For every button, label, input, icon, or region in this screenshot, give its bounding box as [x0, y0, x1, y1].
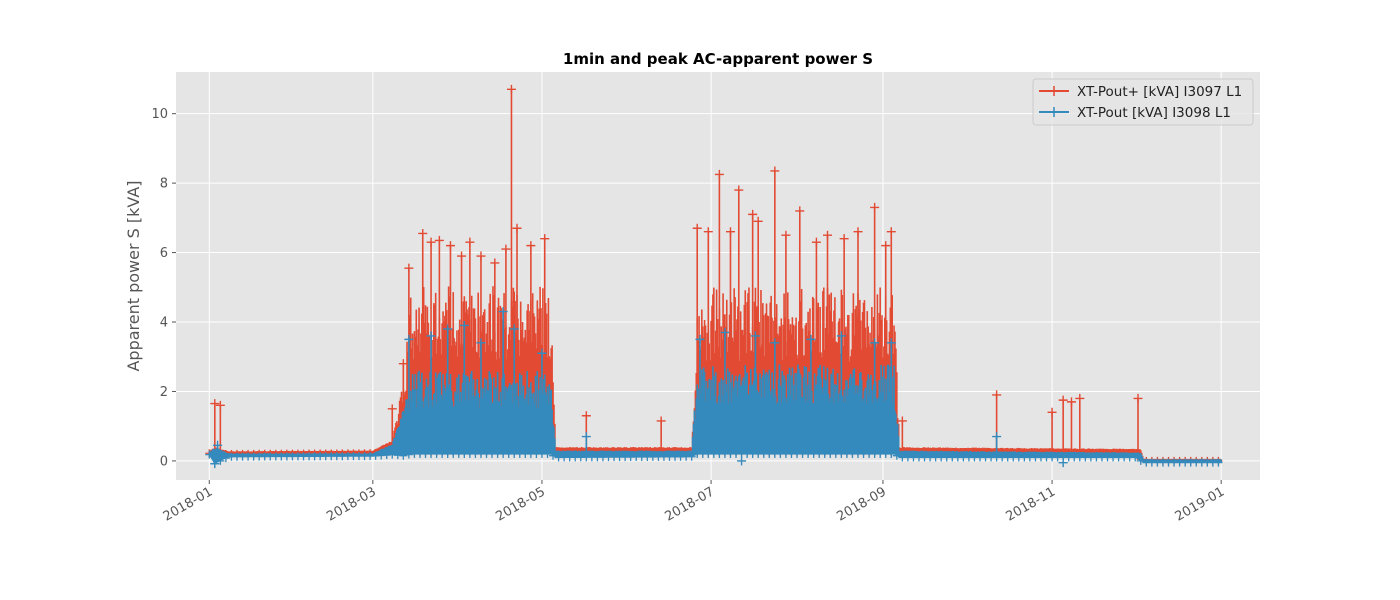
peak-marker: [870, 202, 880, 212]
y-axis-ticks: 0 2 4 6 8 10: [151, 107, 176, 469]
peak-marker: [418, 228, 428, 238]
peak-marker: [526, 241, 536, 251]
peak-marker: [806, 334, 816, 344]
peak-marker: [537, 348, 547, 358]
legend-marker-1: [1049, 86, 1059, 96]
y-tick-label: 2: [160, 385, 168, 400]
peak-marker: [750, 331, 760, 341]
peak-marker: [1066, 397, 1076, 407]
x-tick-label: 2018-11: [1004, 484, 1059, 524]
peak-marker: [734, 185, 744, 195]
peak-marker: [498, 307, 508, 317]
peak-marker: [753, 216, 763, 226]
peak-marker: [992, 432, 1002, 442]
peak-marker: [509, 324, 519, 334]
x-tick-label: 2018-03: [324, 484, 379, 524]
peak-marker: [1133, 393, 1143, 403]
peak-marker: [512, 223, 522, 233]
y-tick-label: 8: [160, 177, 168, 192]
peak-marker: [398, 359, 408, 369]
peak-marker: [748, 209, 758, 219]
peak-marker: [476, 251, 486, 261]
peak-marker: [692, 223, 702, 233]
peak-marker: [725, 227, 735, 237]
peak-marker: [581, 432, 591, 442]
series-2: [205, 307, 1223, 469]
y-tick-label: 10: [151, 107, 168, 122]
peak-marker: [387, 404, 397, 414]
peak-marker: [426, 237, 436, 247]
y-tick-label: 0: [160, 454, 168, 469]
x-tick-label: 2018-07: [663, 484, 718, 524]
legend: XT-Pout+ [kVA] I3097 L1 XT-Pout [kVA] I3…: [1032, 78, 1254, 126]
legend-box: [1032, 78, 1254, 126]
peak-marker: [1047, 407, 1057, 417]
peak-marker: [457, 251, 467, 261]
x-tick-label: 2018-01: [161, 484, 216, 524]
peak-marker: [426, 331, 436, 341]
peak-marker: [714, 169, 724, 179]
peak-marker: [476, 338, 486, 348]
peak-marker: [839, 234, 849, 244]
peak-marker: [215, 400, 225, 410]
peak-marker: [720, 327, 730, 337]
peak-marker: [434, 235, 444, 245]
peak-marker: [823, 230, 833, 240]
legend-label-2: XT-Pout [kVA] I3098 L1: [1077, 105, 1231, 121]
legend-entry-1: XT-Pout+ [kVA] I3097 L1: [1039, 84, 1242, 100]
peak-marker: [506, 84, 516, 94]
peak-marker: [656, 416, 666, 426]
x-tick-label: 2018-05: [493, 484, 548, 524]
peak-marker: [770, 166, 780, 176]
peak-marker: [897, 416, 907, 426]
peak-marker: [540, 234, 550, 244]
peak-marker: [795, 206, 805, 216]
peak-marker: [703, 227, 713, 237]
x-tick-label: 2018-09: [834, 484, 889, 524]
y-tick-label: 6: [160, 246, 168, 261]
y-tick-label: 4: [160, 316, 168, 331]
peak-marker: [210, 399, 220, 409]
peak-marker: [443, 324, 453, 334]
peak-marker: [490, 258, 500, 268]
peak-marker: [459, 320, 469, 330]
peak-marker: [1075, 393, 1085, 403]
peak-marker: [581, 411, 591, 421]
legend-entry-2: XT-Pout [kVA] I3098 L1: [1039, 105, 1231, 121]
peak-marker: [770, 338, 780, 348]
chart-title: 1min and peak AC-apparent power S: [563, 50, 873, 68]
peak-marker: [811, 237, 821, 247]
peak-marker: [836, 331, 846, 341]
peak-marker: [1058, 395, 1068, 405]
peak-marker: [213, 440, 223, 450]
peak-marker: [886, 338, 896, 348]
peak-marker: [992, 390, 1002, 400]
series-layer: [205, 84, 1223, 469]
peak-marker: [853, 227, 863, 237]
x-tick-label: 2019-01: [1173, 484, 1228, 524]
peak-marker: [501, 244, 511, 254]
x-axis-ticks: 2018-01 2018-03 2018-05 2018-07 2018-09 2018-…: [161, 480, 1227, 525]
peak-marker: [870, 338, 880, 348]
legend-marker-2: [1049, 107, 1059, 117]
series-2-markers: [205, 449, 1223, 468]
peak-marker: [695, 334, 705, 344]
legend-label-1: XT-Pout+ [kVA] I3097 L1: [1077, 84, 1242, 100]
peak-marker: [404, 263, 414, 273]
peak-marker: [445, 241, 455, 251]
peak-marker: [781, 230, 791, 240]
peak-marker: [404, 334, 414, 344]
peak-marker: [881, 241, 891, 251]
peak-marker: [886, 227, 896, 237]
y-axis-label: Apparent power S [kVA]: [124, 180, 143, 371]
peak-marker: [465, 237, 475, 247]
